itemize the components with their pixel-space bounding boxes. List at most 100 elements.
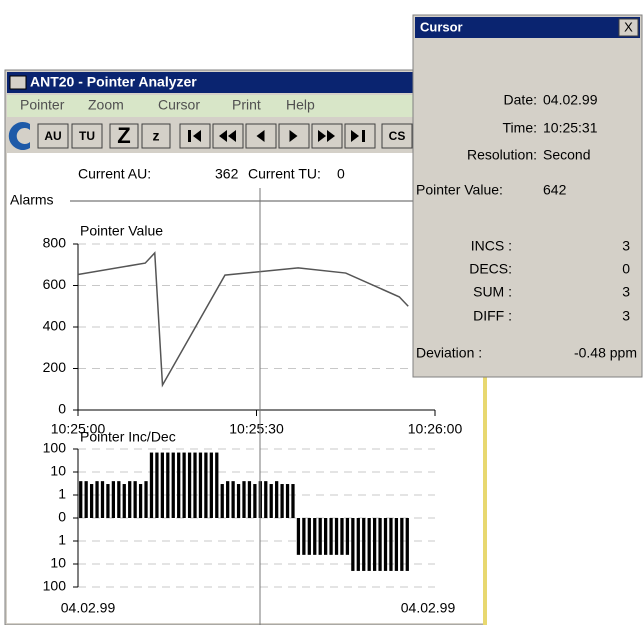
bar — [324, 518, 328, 555]
bar — [362, 518, 366, 571]
bar — [171, 452, 175, 518]
bar — [177, 452, 181, 518]
nav-icon[interactable] — [289, 130, 298, 142]
x-tick-label: 10:25:30 — [229, 421, 284, 437]
bar — [95, 481, 99, 518]
nav-icon[interactable] — [351, 130, 359, 142]
bar — [340, 518, 344, 555]
bar — [160, 452, 164, 518]
bar — [209, 452, 213, 518]
charts: Pointer Value 0 200 400 600 800 10:25:00 10:25:… — [43, 223, 463, 616]
bar — [389, 518, 393, 571]
toolbar-label[interactable]: AU — [44, 129, 61, 143]
nav-icon[interactable] — [318, 130, 326, 142]
toolbar-button[interactable] — [37, 123, 69, 149]
menu-item[interactable]: Help — [286, 97, 315, 113]
nav-icon[interactable] — [188, 130, 191, 142]
bar — [242, 481, 246, 518]
toolbar-button[interactable] — [381, 123, 413, 149]
nav-icon[interactable] — [193, 130, 201, 142]
nav-button[interactable] — [212, 123, 244, 149]
toolbar-button[interactable] — [71, 123, 103, 149]
nav-icon[interactable] — [256, 130, 265, 142]
bar — [253, 484, 257, 518]
menu-item[interactable]: Zoom — [88, 97, 124, 113]
pointer-label: Pointer Value: — [416, 182, 503, 198]
bar — [275, 481, 279, 518]
pointer-value: 642 — [543, 182, 567, 198]
bar — [356, 518, 360, 571]
bar — [405, 518, 409, 571]
counter-label: DIFF : — [473, 308, 512, 324]
counter-label: DECS: — [469, 261, 512, 277]
bar — [334, 518, 339, 555]
close-label[interactable]: X — [624, 19, 633, 34]
time-value: 10:25:31 — [543, 120, 598, 136]
bar — [378, 518, 382, 571]
y-tick-label: 1 — [58, 532, 66, 548]
bar — [394, 518, 399, 571]
bar — [84, 481, 88, 518]
bar — [122, 484, 126, 518]
nav-icon[interactable] — [362, 130, 365, 142]
bar — [198, 452, 203, 518]
resolution-label: Resolution: — [467, 147, 537, 163]
bar — [149, 452, 154, 518]
bar — [100, 481, 105, 518]
counters: INCS : 3 DECS: 0 SUM : 3 DIFF : 3 — [469, 238, 630, 324]
toolbar-label[interactable]: z — [153, 128, 160, 144]
bar — [313, 518, 317, 555]
counter-value: 3 — [622, 238, 630, 254]
data-line — [77, 251, 409, 388]
menu-item[interactable]: Cursor — [158, 97, 200, 113]
nav-icon[interactable] — [219, 130, 227, 142]
close-button[interactable] — [618, 18, 639, 37]
toolbar-label[interactable]: CS — [389, 129, 406, 143]
bar — [372, 518, 377, 571]
bar — [204, 452, 208, 518]
bar — [345, 518, 350, 555]
bar — [155, 452, 159, 518]
toolbar-label[interactable]: TU — [79, 129, 95, 143]
bar — [318, 518, 322, 555]
bar — [106, 484, 110, 518]
menu-item[interactable]: Pointer — [20, 97, 65, 113]
menu-item[interactable]: Print — [232, 97, 261, 113]
y-tick-label: 200 — [43, 359, 67, 375]
bar — [247, 481, 252, 518]
nav-icon[interactable] — [228, 130, 236, 142]
deviation-value: -0.48 ppm — [574, 345, 637, 361]
bar — [182, 452, 186, 518]
resolution-value: Second — [543, 147, 590, 163]
bar — [280, 484, 284, 518]
toolbar-button[interactable] — [109, 123, 139, 149]
bar — [133, 481, 137, 518]
toolbar-label[interactable]: Z — [117, 123, 130, 148]
y-tick-label: 0 — [58, 509, 66, 525]
bar — [269, 484, 273, 518]
bar — [285, 484, 290, 518]
bar — [236, 484, 241, 518]
alarms-label: Alarms — [10, 192, 54, 208]
nav-icon[interactable] — [327, 130, 335, 142]
au-value: 362 — [215, 166, 239, 182]
bar — [144, 481, 148, 518]
bar — [226, 481, 230, 518]
menu: Pointer Zoom Cursor Print Help — [20, 97, 315, 113]
bar — [400, 518, 404, 571]
au-label: Current AU: — [78, 166, 151, 182]
bar — [128, 481, 132, 518]
counter-label: SUM : — [473, 284, 512, 300]
bar — [193, 452, 197, 518]
y-tick-label: 800 — [43, 235, 67, 251]
toolbar-button[interactable] — [141, 123, 171, 149]
bar — [166, 452, 170, 518]
bar — [307, 518, 311, 555]
y-tick-label: 100 — [43, 440, 67, 456]
plot-area — [78, 244, 435, 410]
y-tick-label: 100 — [43, 578, 67, 594]
bar — [220, 484, 224, 518]
nav-button[interactable] — [344, 123, 376, 149]
